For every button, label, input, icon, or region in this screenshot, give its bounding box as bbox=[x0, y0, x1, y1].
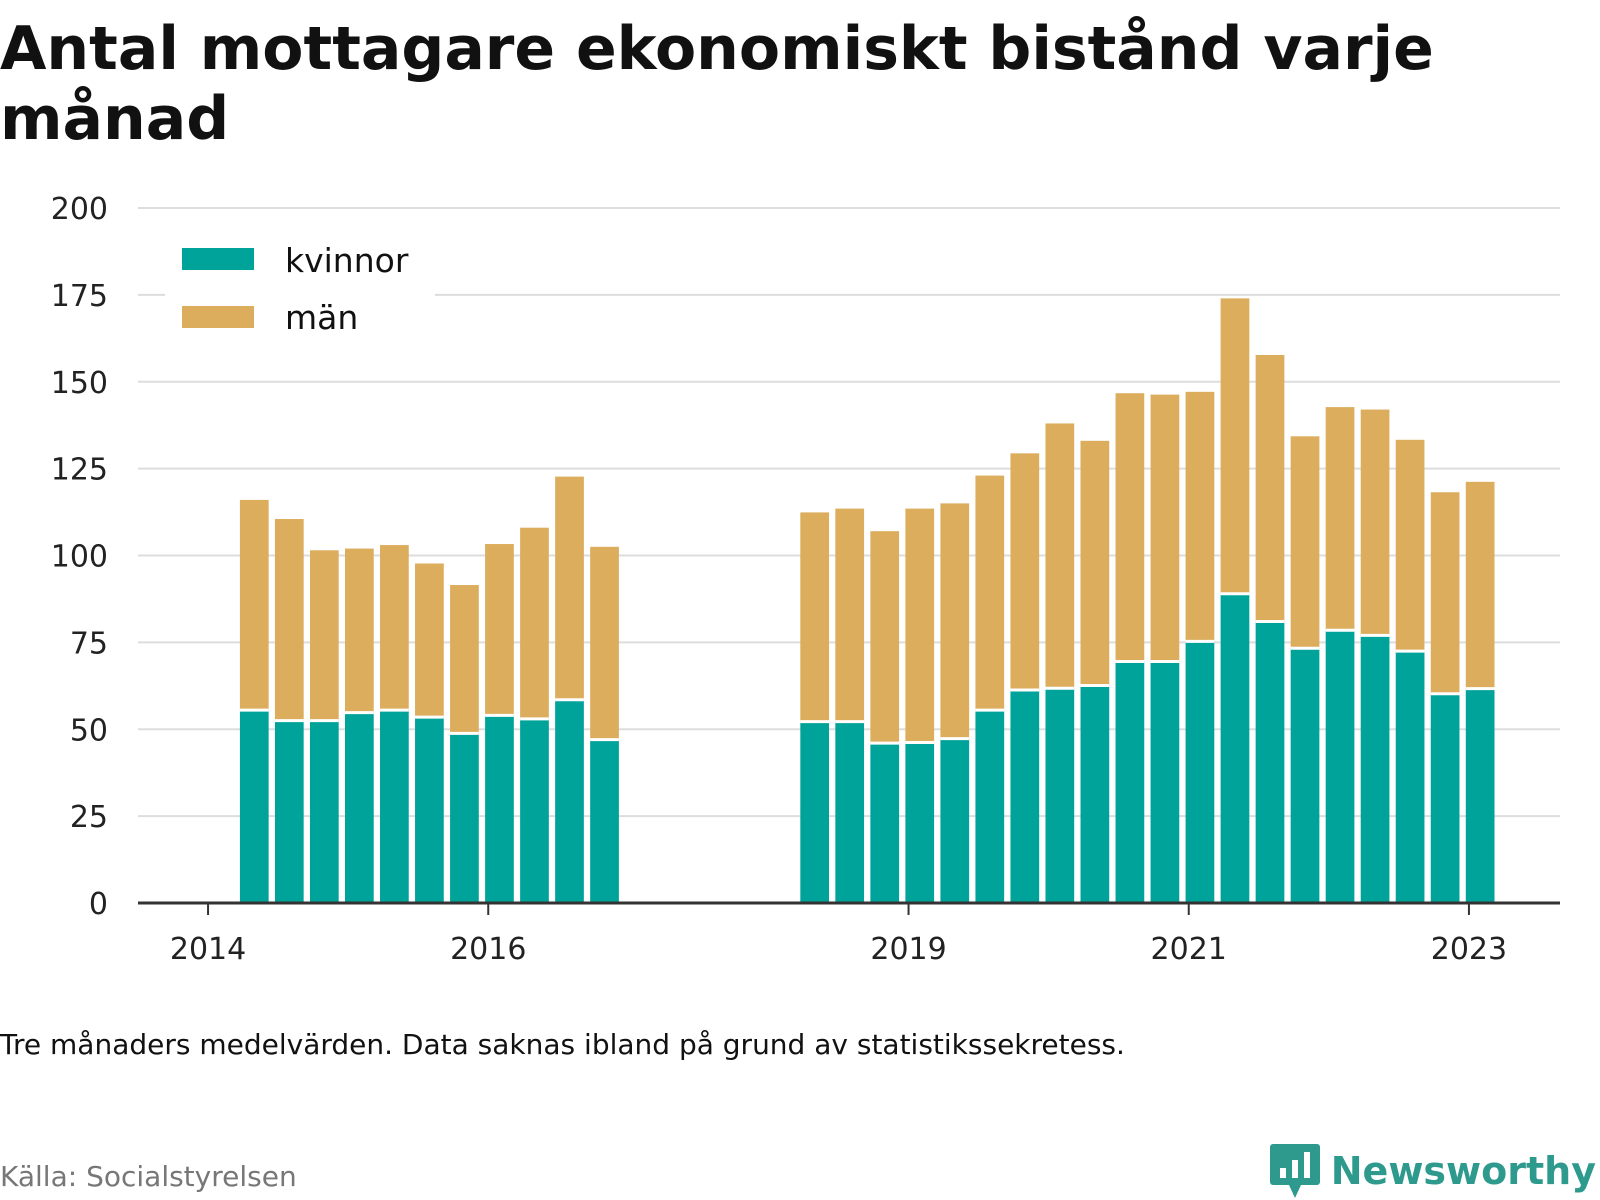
brand-name: Newsworthy bbox=[1330, 1149, 1596, 1193]
bar-kvinnor bbox=[975, 710, 1005, 903]
bar-man bbox=[309, 550, 339, 721]
y-tick-label: 25 bbox=[70, 800, 108, 835]
legend-swatch-man bbox=[182, 306, 254, 328]
bar-man bbox=[870, 531, 900, 744]
bar-kvinnor bbox=[835, 721, 865, 903]
bar-man bbox=[800, 512, 830, 722]
bar-man bbox=[1010, 453, 1040, 690]
bars bbox=[239, 298, 1495, 903]
bar-kvinnor bbox=[274, 720, 304, 903]
bar-chart: 0 25 50 75 100 125 150 175 200 2014 2016 2019 2021 20… bbox=[51, 192, 1560, 967]
bar-man bbox=[1430, 492, 1460, 694]
axes: 0 25 50 75 100 125 150 175 200 2014 2016 2019 2021 20… bbox=[51, 192, 1560, 967]
y-tick-label: 150 bbox=[51, 366, 108, 401]
bar-man bbox=[274, 519, 304, 721]
bar-kvinnor bbox=[870, 743, 900, 903]
x-tick-label: 2023 bbox=[1431, 932, 1507, 967]
bar-kvinnor bbox=[450, 733, 479, 903]
bar-kvinnor bbox=[1395, 651, 1425, 903]
bar-kvinnor bbox=[1150, 661, 1180, 903]
bar-kvinnor bbox=[344, 712, 374, 903]
x-tick-label: 2019 bbox=[870, 932, 946, 967]
bar-man bbox=[485, 544, 514, 716]
legend: kvinnor män bbox=[165, 220, 435, 340]
bar-kvinnor bbox=[905, 742, 935, 903]
bar-man bbox=[905, 508, 935, 743]
bar-kvinnor bbox=[940, 738, 970, 903]
bar-man bbox=[835, 508, 865, 722]
bar-man bbox=[1325, 407, 1355, 631]
bar-kvinnor bbox=[485, 715, 514, 903]
bar-kvinnor bbox=[1080, 685, 1110, 903]
bar-kvinnor bbox=[1325, 630, 1355, 903]
source-credit: Källa: Socialstyrelsen bbox=[0, 1160, 297, 1193]
x-tick-label: 2014 bbox=[170, 932, 246, 967]
bar-kvinnor bbox=[1290, 648, 1320, 903]
bar-man bbox=[1115, 393, 1145, 662]
bar-man bbox=[940, 503, 970, 739]
legend-label-man: män bbox=[285, 298, 358, 337]
bar-kvinnor bbox=[1360, 635, 1390, 903]
chart-title: Antal mottagare ekonomiskt bistånd varje… bbox=[0, 14, 1434, 154]
bar-man bbox=[344, 548, 374, 713]
y-tick-label: 125 bbox=[51, 453, 108, 488]
bar-man bbox=[1465, 481, 1495, 689]
legend-swatch-kvinnor bbox=[182, 248, 254, 270]
bar-man bbox=[380, 545, 409, 711]
brand[interactable]: Newsworthy bbox=[1269, 1142, 1596, 1200]
bar-man bbox=[1395, 439, 1425, 652]
bar-man bbox=[1290, 436, 1320, 649]
bar-man bbox=[520, 527, 549, 719]
y-tick-label: 0 bbox=[89, 887, 108, 922]
bar-kvinnor bbox=[1115, 661, 1145, 903]
bar-kvinnor bbox=[520, 718, 549, 903]
bar-man bbox=[450, 585, 479, 734]
bar-kvinnor bbox=[1220, 593, 1250, 903]
bar-man bbox=[1185, 391, 1215, 642]
bar-kvinnor bbox=[800, 721, 830, 903]
bar-kvinnor bbox=[590, 739, 619, 903]
legend-label-kvinnor: kvinnor bbox=[285, 241, 409, 280]
chart-note: Tre månaders medelvärden. Data saknas ib… bbox=[0, 1028, 1125, 1061]
y-tick-label: 50 bbox=[70, 713, 108, 748]
bar-man bbox=[1220, 298, 1250, 594]
bar-man bbox=[1080, 440, 1110, 686]
bar-kvinnor bbox=[309, 720, 339, 903]
bar-man bbox=[555, 476, 584, 700]
bar-kvinnor bbox=[380, 710, 409, 903]
y-tick-label: 75 bbox=[70, 626, 108, 661]
bar-man bbox=[1150, 394, 1180, 662]
newsworthy-logo-icon bbox=[1269, 1144, 1320, 1198]
bar-kvinnor bbox=[1465, 688, 1495, 903]
bar-kvinnor bbox=[1255, 621, 1285, 903]
x-tick-label: 2016 bbox=[450, 932, 526, 967]
bar-kvinnor bbox=[415, 717, 444, 903]
y-tick-label: 175 bbox=[51, 279, 108, 314]
bar-kvinnor bbox=[1185, 641, 1215, 903]
bar-kvinnor bbox=[1010, 689, 1040, 903]
y-tick-label: 200 bbox=[51, 192, 108, 227]
bar-man bbox=[1360, 409, 1390, 636]
bar-kvinnor bbox=[239, 710, 269, 903]
bar-man bbox=[1255, 354, 1285, 622]
bar-man bbox=[975, 475, 1005, 711]
bar-kvinnor bbox=[555, 699, 584, 903]
bar-man bbox=[415, 563, 444, 718]
bar-man bbox=[239, 499, 269, 711]
bar-kvinnor bbox=[1045, 688, 1075, 903]
bar-man bbox=[590, 546, 619, 740]
x-tick-label: 2021 bbox=[1151, 932, 1227, 967]
y-tick-label: 100 bbox=[51, 540, 108, 575]
bar-kvinnor bbox=[1430, 693, 1460, 903]
bar-man bbox=[1045, 423, 1075, 689]
